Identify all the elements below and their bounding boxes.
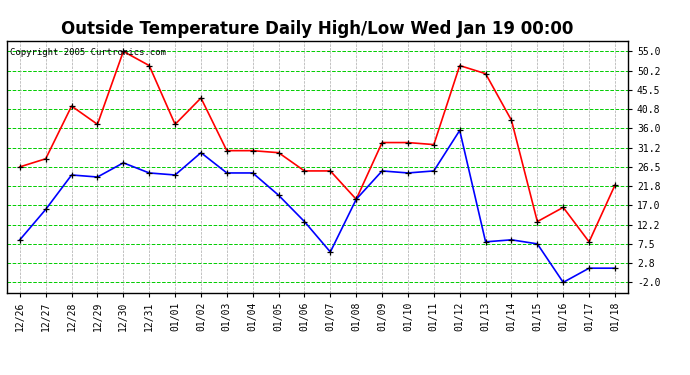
Title: Outside Temperature Daily High/Low Wed Jan 19 00:00: Outside Temperature Daily High/Low Wed J… bbox=[61, 20, 573, 38]
Text: Copyright 2005 Curtronics.com: Copyright 2005 Curtronics.com bbox=[10, 48, 166, 57]
